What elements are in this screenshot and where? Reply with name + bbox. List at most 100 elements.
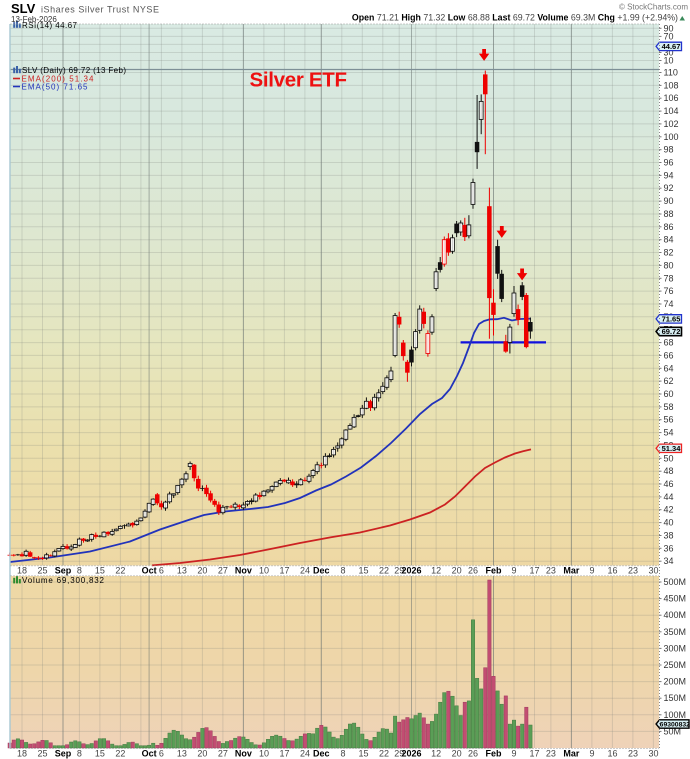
svg-text:102: 102 (664, 119, 679, 129)
svg-text:8: 8 (340, 749, 345, 759)
svg-text:48: 48 (664, 466, 674, 476)
svg-text:38: 38 (664, 531, 674, 541)
svg-text:18: 18 (17, 565, 27, 575)
svg-text:40: 40 (664, 518, 674, 528)
svg-text:25: 25 (37, 749, 47, 759)
svg-text:30: 30 (648, 565, 658, 575)
svg-text:Nov: Nov (235, 565, 252, 575)
svg-text:EMA(200) 51.34: EMA(200) 51.34 (22, 74, 95, 83)
svg-text:15: 15 (95, 749, 105, 759)
svg-text:16: 16 (607, 565, 617, 575)
svg-text:24: 24 (300, 565, 310, 575)
svg-text:44: 44 (664, 492, 674, 502)
svg-text:16: 16 (607, 749, 617, 759)
svg-text:200M: 200M (664, 677, 687, 687)
svg-text:250M: 250M (664, 660, 687, 670)
svg-text:90: 90 (664, 23, 674, 33)
svg-text:20: 20 (197, 565, 207, 575)
svg-text:400M: 400M (664, 610, 687, 620)
svg-text:9: 9 (511, 749, 516, 759)
svg-text:8: 8 (77, 749, 82, 759)
svg-text:56: 56 (664, 415, 674, 425)
svg-text:SLV: SLV (11, 1, 36, 16)
svg-text:Mar: Mar (563, 749, 580, 759)
svg-text:12: 12 (431, 565, 441, 575)
svg-text:34: 34 (664, 556, 674, 566)
svg-text:68: 68 (664, 338, 674, 348)
svg-text:9: 9 (589, 565, 594, 575)
svg-text:Feb: Feb (485, 565, 502, 575)
svg-text:2026: 2026 (401, 749, 421, 759)
svg-text:23: 23 (628, 749, 638, 759)
svg-text:92: 92 (664, 183, 674, 193)
svg-text:69.72: 69.72 (662, 327, 681, 336)
svg-text:15: 15 (358, 749, 368, 759)
svg-text:Oct: Oct (142, 749, 157, 759)
svg-text:30: 30 (664, 48, 674, 58)
svg-text:Mar: Mar (563, 565, 580, 575)
svg-text:RSI(14) 44.67: RSI(14) 44.67 (22, 21, 78, 30)
svg-text:82: 82 (664, 248, 674, 258)
svg-text:22: 22 (115, 749, 125, 759)
svg-text:350M: 350M (664, 627, 687, 637)
svg-text:60: 60 (664, 389, 674, 399)
svg-text:27: 27 (218, 749, 228, 759)
svg-text:80: 80 (664, 260, 674, 270)
svg-text:10: 10 (259, 565, 269, 575)
svg-text:© StockCharts.com: © StockCharts.com (619, 3, 688, 12)
svg-text:26: 26 (468, 565, 478, 575)
svg-text:SLV (Daily) 69.72 (13 Feb): SLV (Daily) 69.72 (13 Feb) (22, 66, 126, 75)
svg-text:29: 29 (394, 565, 404, 575)
svg-text:58: 58 (664, 402, 674, 412)
svg-text:18: 18 (17, 749, 27, 759)
svg-text:17: 17 (529, 749, 539, 759)
svg-text:6: 6 (159, 565, 164, 575)
svg-text:25: 25 (37, 565, 47, 575)
svg-text:22: 22 (115, 565, 125, 575)
svg-text:450M: 450M (664, 594, 687, 604)
svg-text:50M: 50M (664, 726, 682, 736)
svg-text:300M: 300M (664, 643, 687, 653)
svg-text:EMA(50) 71.65: EMA(50) 71.65 (22, 82, 89, 91)
svg-text:54: 54 (664, 428, 674, 438)
svg-text:Dec: Dec (313, 749, 330, 759)
svg-text:9: 9 (589, 749, 594, 759)
svg-text:76: 76 (664, 286, 674, 296)
svg-text:23: 23 (546, 565, 556, 575)
svg-text:12: 12 (431, 749, 441, 759)
svg-text:69300832: 69300832 (660, 722, 690, 729)
svg-text:Feb: Feb (485, 749, 502, 759)
svg-text:10: 10 (259, 749, 269, 759)
svg-text:150M: 150M (664, 693, 687, 703)
svg-text:17: 17 (279, 565, 289, 575)
svg-text:13: 13 (177, 749, 187, 759)
svg-text:110: 110 (664, 68, 678, 78)
svg-text:15: 15 (358, 565, 368, 575)
svg-text:42: 42 (664, 505, 674, 515)
svg-text:23: 23 (546, 749, 556, 759)
svg-text:17: 17 (529, 565, 539, 575)
svg-text:94: 94 (664, 170, 674, 180)
svg-text:88: 88 (664, 209, 674, 219)
svg-text:Sep: Sep (55, 565, 72, 575)
svg-text:104: 104 (664, 106, 679, 116)
svg-text:66: 66 (664, 350, 674, 360)
svg-text:100M: 100M (664, 710, 687, 720)
svg-text:26: 26 (468, 749, 478, 759)
svg-text:108: 108 (664, 80, 679, 90)
svg-text:Sep: Sep (55, 749, 72, 759)
svg-text:17: 17 (279, 749, 289, 759)
svg-text:96: 96 (664, 158, 674, 168)
svg-text:20: 20 (452, 565, 462, 575)
svg-text:Oct: Oct (142, 565, 157, 575)
svg-text:44.67: 44.67 (662, 42, 681, 51)
svg-text:64: 64 (664, 363, 674, 373)
svg-text:10: 10 (664, 56, 674, 66)
svg-text:15: 15 (95, 565, 105, 575)
svg-text:20: 20 (197, 749, 207, 759)
svg-text:29: 29 (394, 749, 404, 759)
svg-text:46: 46 (664, 479, 674, 489)
svg-text:500M: 500M (664, 577, 687, 587)
svg-text:74: 74 (664, 299, 674, 309)
svg-text:51.34: 51.34 (662, 444, 682, 453)
